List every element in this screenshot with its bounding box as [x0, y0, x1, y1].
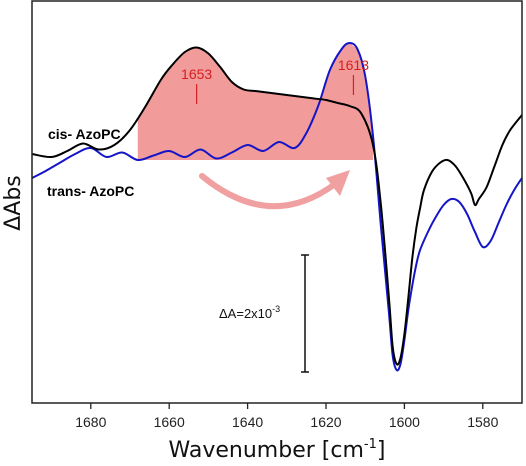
arrow-head: [326, 170, 350, 196]
series-label-cis: cis- AzoPC: [48, 126, 121, 142]
series-line-cis: [31, 46, 523, 366]
x-tick-label-1640: 1640: [232, 414, 263, 430]
difference-fill-layer: [137, 43, 373, 160]
scale-bar-label-exp: -3: [272, 304, 280, 314]
x-axis-title-main: Wavenumber [cm: [169, 438, 364, 463]
x-tick-label-1580: 1580: [467, 414, 498, 430]
scale-bar: ΔA=2x10-3: [219, 254, 309, 373]
series-lines-layer: [31, 42, 523, 372]
x-tick-label-1600: 1600: [389, 414, 420, 430]
arrow-curve: [199, 173, 338, 210]
y-axis-title: ΔAbs: [1, 175, 26, 231]
scale-bar-label: ΔA=2x10-3: [219, 304, 280, 321]
x-axis-title-end: ]: [377, 438, 386, 463]
x-tick-label-1680: 1680: [75, 414, 106, 430]
x-tick-label-1620: 1620: [310, 414, 341, 430]
x-axis-title-sup: -1: [364, 437, 377, 452]
x-tick-label-1660: 1660: [154, 414, 185, 430]
series-line-trans: [31, 42, 523, 372]
x-axis-title: Wavenumber [cm-1]: [169, 437, 386, 463]
x-axis-ticks: 1680 1660 1640 1620 1600 1580: [75, 403, 499, 430]
peak-label-1653: 1653: [181, 66, 212, 82]
series-label-trans: trans- AzoPC: [47, 183, 134, 199]
plot-frame: [31, 0, 523, 404]
transition-arrow: [199, 170, 350, 210]
peak-label-1613: 1613: [338, 57, 369, 73]
peak-annotations: 1653 1613: [181, 57, 369, 104]
difference-fill: [137, 43, 373, 160]
scale-bar-label-text: ΔA=2x10: [219, 306, 272, 321]
